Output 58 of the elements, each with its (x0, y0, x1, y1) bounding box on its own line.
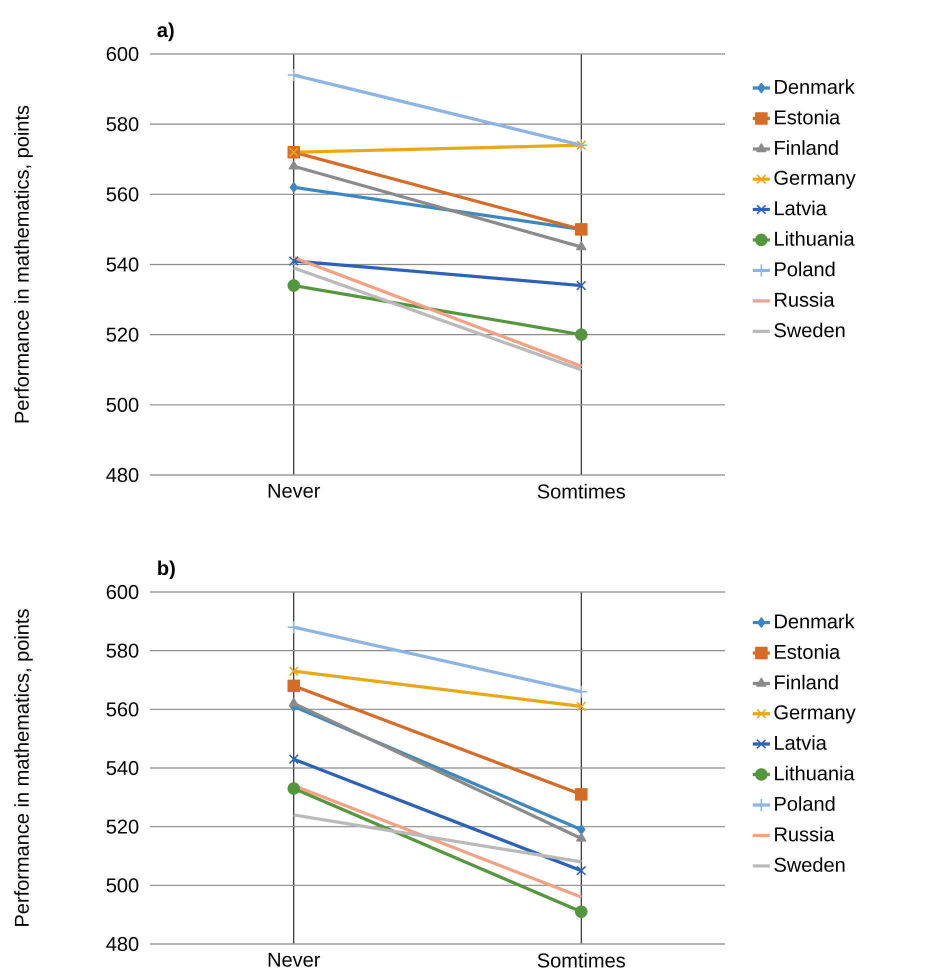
y-tick-label: 500 (106, 398, 138, 412)
y-tick-label: 520 (106, 820, 138, 834)
y-tick-label: 580 (106, 644, 138, 658)
point (577, 824, 586, 835)
point (576, 866, 586, 876)
legend-label: Latvia (775, 735, 827, 750)
y-axis-title: Performance in mathematics, points (14, 106, 33, 422)
point (288, 279, 300, 292)
point (576, 280, 586, 291)
y-tick-label: 480 (106, 468, 138, 482)
point (575, 905, 588, 918)
y-tick-label: 560 (106, 187, 138, 202)
legend-label: Estonia (775, 110, 840, 124)
y-tick-label: 540 (106, 760, 138, 776)
chart-title: b) (158, 560, 175, 580)
legend-label: Denmark (775, 79, 855, 94)
legend-label: Latvia (775, 200, 827, 216)
point (288, 754, 299, 764)
point (288, 666, 299, 676)
y-tick-label: 600 (106, 584, 138, 600)
legend-label: Finland (775, 674, 838, 690)
legend-label: Germany (774, 705, 856, 724)
point (287, 68, 301, 82)
x-tick-label: Somtimes (538, 484, 625, 499)
x-tick-label: Somtimes (538, 952, 625, 968)
point (288, 680, 300, 692)
x-tick-label: Never (268, 484, 320, 498)
legend-label: Denmark (775, 614, 855, 628)
legend-label: Germany (774, 170, 856, 189)
point (576, 701, 586, 712)
legend-label: Sweden (774, 857, 844, 872)
legend-label: Sweden (774, 322, 844, 338)
legend-label: Lithuania (775, 231, 855, 246)
legend-label: Poland (775, 796, 834, 811)
y-axis-title: Performance in mathematics, points (14, 609, 33, 926)
y-tick-label: 480 (106, 936, 138, 952)
point (575, 328, 588, 341)
point (574, 684, 588, 698)
legend-label: Poland (775, 262, 834, 276)
point (290, 182, 298, 193)
point (288, 256, 299, 266)
y-tick-label: 600 (106, 46, 138, 62)
point (287, 620, 301, 634)
legend-label: Russia (775, 292, 835, 307)
point (575, 223, 588, 236)
legend-label: Russia (775, 826, 835, 842)
point (575, 788, 588, 801)
y-tick-label: 560 (106, 702, 138, 716)
y-tick-label: 520 (106, 328, 138, 342)
x-tick-label: Never (268, 952, 320, 967)
point (288, 782, 300, 795)
chart-title: a) (157, 22, 174, 42)
y-tick-label: 580 (106, 117, 138, 132)
y-tick-label: 500 (106, 878, 138, 892)
legend-label: Lithuania (775, 766, 855, 780)
y-tick-label: 540 (106, 257, 138, 272)
legend-label: Finland (775, 140, 838, 155)
legend-label: Estonia (775, 644, 840, 659)
